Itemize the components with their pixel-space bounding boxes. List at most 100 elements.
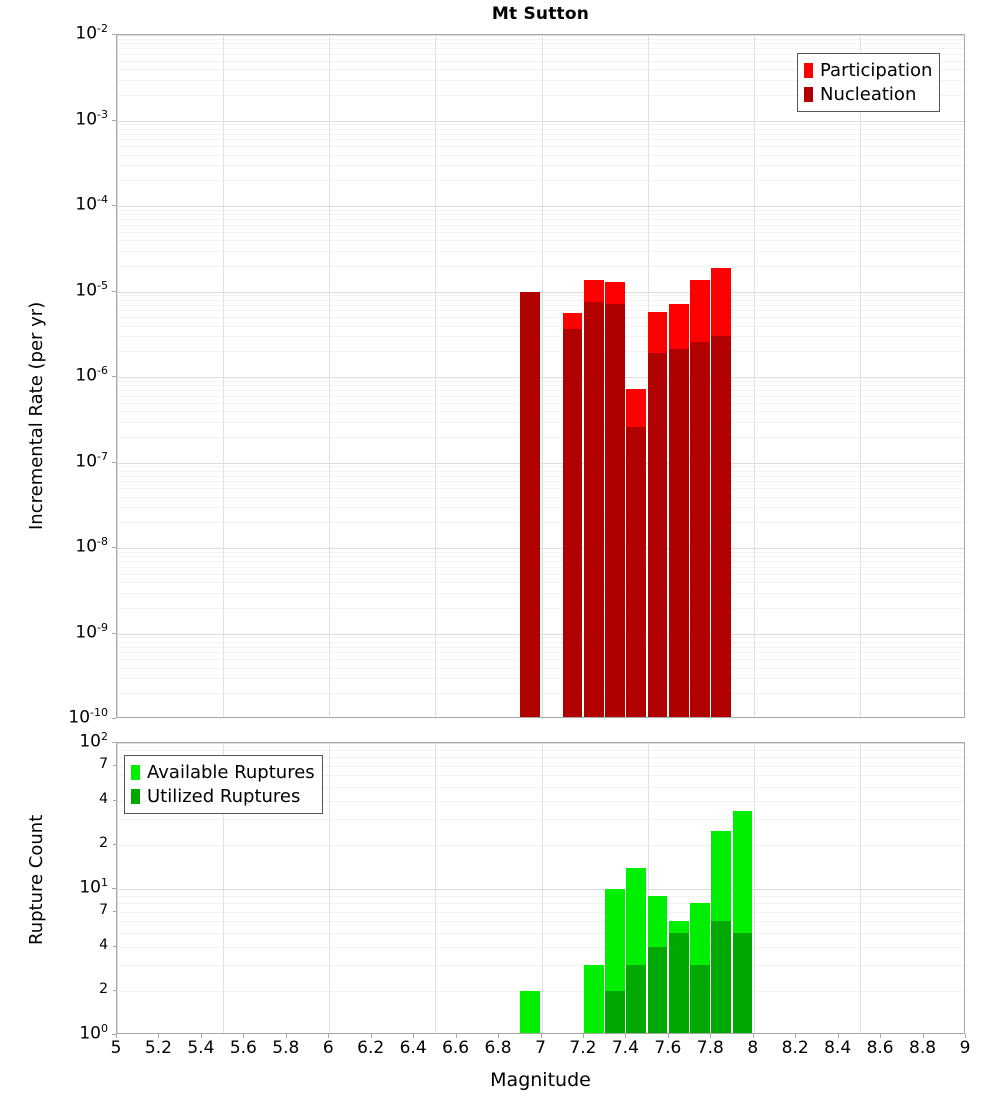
y-tick-label: 10-9: [75, 620, 108, 643]
gridline: [117, 124, 964, 125]
vertical-gridline: [542, 35, 543, 717]
y-tick-label: 101: [79, 876, 108, 898]
vertical-gridline: [435, 743, 436, 1033]
x-tick-label: 7.8: [696, 1038, 724, 1058]
y-tickmark: [113, 800, 116, 801]
utilized-ruptures-bar: [647, 947, 668, 1033]
gridline: [117, 556, 964, 557]
gridline: [117, 305, 964, 306]
gridline: [117, 750, 964, 751]
y-tickmark: [113, 765, 116, 766]
x-tickmark: [668, 1034, 669, 1038]
gridline: [117, 351, 964, 352]
gridline: [117, 219, 964, 220]
gridline: [117, 396, 964, 397]
y-tick-label: 10-7: [75, 449, 108, 472]
gridline: [117, 522, 964, 523]
gridline: [117, 896, 964, 897]
y-tick-label: 10-10: [68, 706, 108, 728]
gridline: [117, 889, 964, 890]
x-tickmark: [923, 1034, 924, 1038]
x-axis-label: Magnitude: [490, 1069, 591, 1091]
gridline: [117, 634, 964, 635]
gridline: [117, 69, 964, 70]
y-tick-label: 10-4: [75, 193, 108, 215]
gridline: [117, 947, 964, 948]
gridline: [117, 642, 964, 643]
gridline: [117, 507, 964, 508]
x-tick-label: 5.2: [144, 1038, 172, 1058]
vertical-gridline: [754, 743, 755, 1033]
gridline: [117, 471, 964, 472]
bottom-legend-entry: Utilized Ruptures: [131, 784, 315, 808]
x-tickmark: [541, 1034, 542, 1038]
x-tick-label: 6: [322, 1038, 334, 1058]
y-minor-tick-label: 2: [99, 835, 108, 852]
x-tickmark: [201, 1034, 202, 1038]
gridline: [117, 466, 964, 467]
gridline: [117, 240, 964, 241]
gridline: [117, 582, 964, 583]
bottom-y-axis-label: Rupture Count: [26, 814, 47, 945]
y-tickmark: [112, 34, 116, 35]
legend-swatch-icon: [131, 788, 140, 804]
y-minor-tick-label: 7: [99, 901, 108, 918]
gridline: [117, 548, 964, 549]
gridline: [117, 991, 964, 992]
gridline: [117, 637, 964, 638]
utilized-ruptures-bar: [626, 965, 647, 1033]
x-tick-label: 8.8: [909, 1038, 937, 1058]
gridline: [117, 652, 964, 653]
y-minor-tick-label: 7: [99, 755, 108, 772]
gridline: [117, 336, 964, 337]
gridline: [117, 403, 964, 404]
gridline: [117, 422, 964, 423]
y-minor-tick-label: 4: [99, 937, 108, 954]
y-tick-label: 10-2: [75, 22, 108, 44]
vertical-gridline: [648, 743, 649, 1033]
utilized-ruptures-bar: [668, 932, 689, 1033]
y-tickmark: [112, 718, 116, 719]
nucleation-bar: [668, 349, 689, 717]
y-tickmark: [112, 376, 116, 377]
nucleation-bar: [583, 301, 604, 717]
x-tickmark: [965, 1034, 966, 1038]
gridline: [117, 95, 964, 96]
gridline: [117, 775, 964, 776]
gridline: [117, 678, 964, 679]
legend-label: Nucleation: [820, 83, 917, 105]
x-tickmark: [838, 1034, 839, 1038]
gridline: [117, 801, 964, 802]
gridline: [117, 561, 964, 562]
x-tickmark: [413, 1034, 414, 1038]
gridline: [117, 381, 964, 382]
y-tickmark: [113, 844, 116, 845]
nucleation-bar: [711, 336, 732, 717]
utilized-ruptures-bar: [711, 921, 732, 1033]
gridline: [117, 292, 964, 293]
x-tick-label: 7.6: [654, 1038, 682, 1058]
nucleation-bar: [562, 329, 583, 717]
gridline: [117, 317, 964, 318]
x-tickmark: [371, 1034, 372, 1038]
gridline: [117, 180, 964, 181]
x-tick-label: 8.6: [866, 1038, 894, 1058]
y-tick-label: 102: [79, 730, 108, 752]
vertical-gridline: [754, 35, 755, 717]
x-tick-label: 5: [110, 1038, 122, 1058]
x-tickmark: [116, 1034, 117, 1038]
y-tickmark: [112, 633, 116, 634]
gridline: [117, 608, 964, 609]
available-ruptures-bar: [583, 965, 604, 1033]
y-tickmark: [113, 990, 116, 991]
utilized-ruptures-bar: [605, 991, 625, 1033]
y-tickmark: [112, 291, 116, 292]
y-tickmark: [112, 742, 116, 743]
x-tickmark: [880, 1034, 881, 1038]
x-tickmark: [498, 1034, 499, 1038]
gridline: [117, 121, 964, 122]
x-tick-label: 8: [747, 1038, 759, 1058]
gridline: [117, 647, 964, 648]
nucleation-bar: [647, 353, 668, 717]
x-tick-label: 8.4: [824, 1038, 852, 1058]
